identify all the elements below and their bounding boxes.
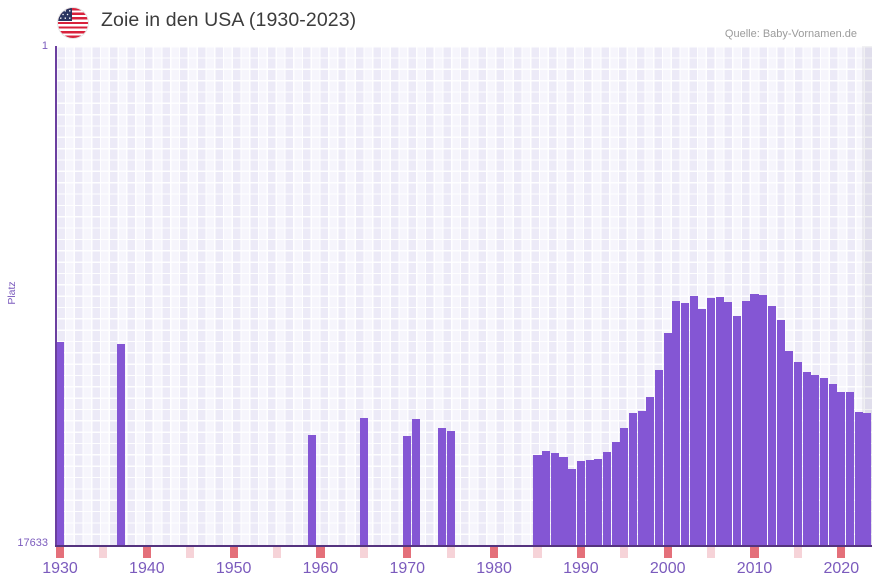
bar[interactable] — [646, 397, 655, 545]
x-tick-mark-minor — [359, 547, 368, 558]
bar[interactable] — [741, 301, 750, 545]
bar[interactable] — [776, 320, 785, 545]
x-tick-mark-minor — [533, 547, 542, 558]
bar[interactable] — [359, 418, 368, 545]
bar-series — [56, 46, 872, 545]
bar[interactable] — [576, 461, 585, 545]
bar[interactable] — [559, 457, 568, 545]
bar[interactable] — [715, 297, 724, 545]
source-label: Quelle: Baby-Vornamen.de — [724, 28, 857, 40]
x-tick-label: 1980 — [476, 560, 512, 577]
bar[interactable] — [672, 301, 681, 545]
bar[interactable] — [681, 303, 690, 545]
x-tick-label: 1950 — [215, 560, 252, 577]
bar[interactable] — [845, 392, 855, 545]
bar[interactable] — [785, 351, 794, 545]
x-tick-label: 2020 — [823, 560, 860, 577]
bar[interactable] — [411, 419, 420, 545]
x-tick-label: 2010 — [736, 560, 773, 577]
x-axis-tick-labels: 1930 1940 1950 1960 1970 1980 1990 2000 2010 2020 — [42, 560, 872, 587]
x-tick-mark-minor — [446, 547, 455, 558]
bar[interactable] — [767, 306, 776, 545]
bar[interactable] — [698, 309, 707, 545]
bar[interactable] — [585, 460, 594, 545]
x-tick-mark-major — [490, 547, 499, 558]
bar[interactable] — [819, 378, 828, 545]
x-tick-mark-minor — [99, 547, 108, 558]
x-tick-mark-major — [316, 547, 325, 558]
bar[interactable] — [403, 436, 412, 545]
bar[interactable] — [602, 452, 611, 545]
bar[interactable] — [628, 413, 637, 545]
bar[interactable] — [307, 435, 316, 545]
x-tick-mark-major — [229, 547, 238, 558]
bar[interactable] — [620, 428, 629, 545]
flag-canton — [58, 8, 72, 21]
x-tick-label: 1940 — [129, 560, 165, 577]
x-axis-tick-marks — [56, 547, 872, 558]
bar[interactable] — [828, 384, 837, 545]
bar[interactable] — [533, 455, 542, 545]
x-tick-label: 1960 — [302, 560, 339, 577]
bar[interactable] — [707, 298, 716, 545]
bar[interactable] — [802, 372, 811, 545]
x-tick-mark-major — [837, 547, 846, 558]
bar[interactable] — [759, 295, 768, 545]
bar[interactable] — [793, 362, 802, 545]
x-tick-mark-major — [403, 547, 412, 558]
x-tick-mark-minor — [186, 547, 195, 558]
bar[interactable] — [663, 333, 672, 545]
bar[interactable] — [594, 459, 603, 545]
unranked-future-region — [862, 46, 872, 545]
bar[interactable] — [689, 296, 698, 545]
bar[interactable] — [542, 451, 551, 545]
bar[interactable] — [56, 342, 65, 545]
bar[interactable] — [568, 469, 577, 545]
x-tick-label: 1970 — [389, 560, 426, 577]
x-tick-label: 2000 — [649, 560, 686, 577]
us-flag-icon — [58, 8, 88, 38]
x-tick-mark-major — [576, 547, 585, 558]
x-tick-mark-major — [56, 547, 65, 558]
x-tick-mark-major — [750, 547, 759, 558]
y-axis-top-tick-label: 1 — [41, 40, 48, 52]
y-axis-title: Platz — [6, 281, 18, 305]
bar[interactable] — [854, 412, 863, 545]
bar[interactable] — [863, 413, 872, 545]
x-tick-mark-minor — [273, 547, 282, 558]
y-axis-bottom-tick-label: 17633 — [17, 537, 48, 549]
x-tick-mark-minor — [707, 547, 716, 558]
x-tick-mark-minor — [793, 547, 802, 558]
x-tick-mark-major — [663, 547, 672, 558]
bar[interactable] — [446, 431, 455, 545]
y-axis-line — [55, 46, 57, 545]
x-tick-mark-minor — [620, 547, 629, 558]
plot-area — [56, 46, 872, 545]
bar[interactable] — [611, 442, 620, 545]
bar[interactable] — [437, 428, 447, 545]
x-tick-label: 1990 — [563, 560, 599, 577]
bar[interactable] — [116, 344, 125, 545]
bar[interactable] — [550, 453, 559, 545]
chart-header: Zoie in den USA (1930-2023) Quelle: Baby… — [0, 0, 873, 46]
bar[interactable] — [637, 411, 646, 545]
x-tick-label: 1930 — [42, 560, 78, 577]
page-title: Zoie in den USA (1930-2023) — [101, 9, 357, 31]
bar[interactable] — [724, 302, 733, 545]
bar[interactable] — [654, 370, 664, 545]
x-axis-line — [55, 545, 872, 547]
bar[interactable] — [750, 294, 759, 545]
bar[interactable] — [837, 392, 846, 545]
bar[interactable] — [733, 316, 742, 545]
bar[interactable] — [811, 375, 820, 545]
x-tick-mark-major — [142, 547, 151, 558]
